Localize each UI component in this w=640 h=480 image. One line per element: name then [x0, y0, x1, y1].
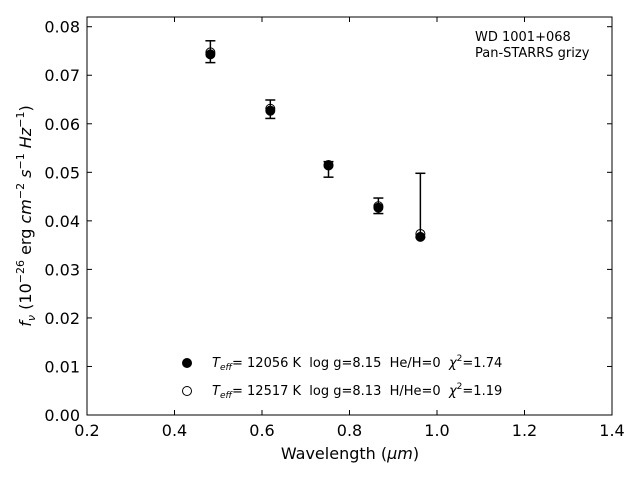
x-tick-label: 1.0	[424, 421, 449, 440]
x-tick-label: 0.2	[74, 421, 99, 440]
legend-marker-open	[182, 386, 192, 396]
data-point-filled	[205, 49, 216, 60]
x-tick-label: 1.4	[599, 421, 624, 440]
legend-label-filled: Teff= 12056 K log g=8.15 He/H=0 χ2=1.74	[212, 354, 502, 373]
y-tick-label: 0.01	[44, 357, 80, 376]
x-tick-label: 1.2	[512, 421, 537, 440]
x-tick-label: 0.6	[249, 421, 274, 440]
data-point-open	[265, 103, 276, 114]
errorbars-layer	[205, 40, 426, 239]
data-point-filled	[415, 231, 426, 242]
y-tick-label: 0.00	[44, 406, 80, 425]
y-axis-label: fν (10−26 erg cm−2 s−1 Hz−1)	[14, 105, 38, 326]
x-tick-label: 0.4	[162, 421, 187, 440]
x-axis-label: Wavelength (μm)	[281, 444, 419, 463]
annotation-line-2: Pan-STARRS grizy	[475, 46, 590, 61]
annotation-line-1: WD 1001+068	[475, 30, 571, 45]
data-point-open	[205, 47, 216, 58]
plot-frame	[86, 16, 613, 416]
data-point-open	[323, 160, 334, 171]
y-tick-label: 0.04	[44, 212, 80, 231]
x-tick-label: 0.8	[337, 421, 362, 440]
markers-layer	[205, 47, 426, 242]
y-tick-label: 0.02	[44, 309, 80, 328]
y-tick-label: 0.05	[44, 163, 80, 182]
y-tick-label: 0.08	[44, 18, 80, 37]
legend-label-open: Teff= 12517 K log g=8.13 H/He=0 χ2=1.19	[212, 382, 502, 401]
tick-labels-layer: 0.2 0.4 0.6 0.8 1.0 1.2 1.4 0.00 0.01 0.02 0.03 0.0…	[44, 18, 624, 440]
legend-marker-filled	[182, 358, 192, 368]
data-point-open	[415, 228, 426, 239]
data-point-filled	[265, 105, 276, 116]
y-tick-label: 0.06	[44, 115, 80, 134]
y-tick-label: 0.07	[44, 66, 80, 85]
y-tick-label: 0.03	[44, 260, 80, 279]
data-point-open	[373, 201, 384, 212]
legend: Teff= 12056 K log g=8.15 He/H=0 χ2=1.74 …	[182, 354, 502, 401]
